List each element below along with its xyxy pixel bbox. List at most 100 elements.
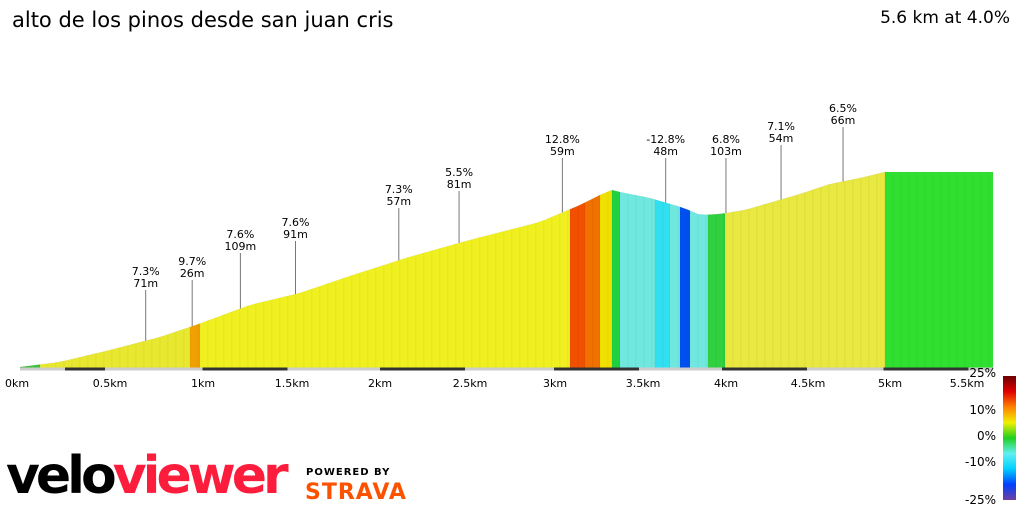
profile-segment: [127, 342, 137, 369]
profile-segment: [740, 208, 750, 369]
legend-tick-label: 10%: [969, 403, 996, 417]
profile-segment: [748, 206, 758, 369]
profile-segment: [455, 241, 465, 369]
profile-segment: [705, 214, 709, 369]
profile-segment: [956, 171, 966, 369]
profile-segment: [111, 347, 121, 369]
profile-segment: [788, 194, 798, 369]
annotation-grade: 7.3%: [132, 265, 160, 278]
profile-segment: [319, 283, 329, 369]
profile-segment: [884, 171, 894, 369]
profile-segment: [584, 198, 594, 369]
annotation-grade: 12.8%: [545, 133, 580, 146]
profile-segment: [804, 189, 814, 369]
profile-segment: [908, 171, 918, 369]
annotation-length: 26m: [180, 267, 205, 280]
profile-segment: [231, 308, 241, 369]
profile-segment: [197, 323, 201, 369]
profile-segment: [964, 171, 974, 369]
profile-segment: [868, 173, 878, 369]
annotation-length: 57m: [386, 195, 411, 208]
profile-segment: [103, 349, 113, 369]
profile-segment: [567, 208, 571, 369]
profile-segment: [654, 199, 664, 369]
profile-segment: [327, 280, 337, 369]
profile-segment: [343, 275, 353, 369]
logo-viewer: viewer: [112, 446, 289, 506]
profile-segment: [311, 285, 321, 369]
profile-segment: [988, 171, 994, 369]
profile-segment: [679, 206, 689, 369]
profile-segment: [599, 191, 609, 369]
annotation-grade: 6.8%: [712, 133, 740, 146]
profile-segment: [916, 171, 926, 369]
veloviewer-logo: veloviewer: [6, 450, 289, 502]
profile-segment: [844, 179, 854, 369]
legend-tick-label: 25%: [969, 366, 996, 380]
profile-segment: [167, 331, 177, 369]
profile-segment: [63, 358, 73, 369]
x-tick-label: 3.5km: [626, 377, 661, 390]
profile-segment: [415, 252, 425, 369]
profile-segment: [79, 354, 89, 369]
profile-segment: [463, 239, 473, 369]
profile-segment: [287, 293, 297, 369]
profile-segment: [543, 216, 553, 369]
x-tick-label: 0km: [5, 377, 29, 390]
profile-segment: [519, 224, 529, 369]
profile-segment: [479, 235, 489, 369]
profile-segment: [607, 189, 613, 369]
profile-segment: [980, 171, 990, 369]
profile-segment: [359, 269, 369, 369]
profile-segment: [511, 226, 521, 369]
profile-segment: [643, 196, 653, 369]
profile-segment: [828, 182, 838, 369]
annotation-length: 109m: [225, 240, 257, 253]
annotation-length: 71m: [133, 277, 158, 290]
profile-segment: [932, 171, 942, 369]
profile-segment: [487, 232, 497, 369]
profile-segment: [143, 338, 153, 369]
profile-segment: [263, 299, 273, 369]
profile-segment: [71, 356, 81, 369]
profile-segment: [407, 254, 417, 369]
profile-segment: [199, 320, 209, 369]
profile-segment: [651, 198, 656, 369]
profile-segment: [439, 245, 449, 369]
profile-segment: [772, 199, 782, 369]
annotation-length: 81m: [447, 178, 472, 191]
profile-segment: [852, 177, 862, 369]
profile-segment: [677, 205, 681, 369]
profile-segment: [55, 360, 65, 369]
profile-segment: [189, 323, 199, 369]
x-tick-label: 1km: [191, 377, 215, 390]
x-tick-label: 0.5km: [93, 377, 128, 390]
profile-segment: [627, 193, 637, 369]
profile-segment: [295, 291, 305, 369]
annotation-grade: 7.3%: [385, 183, 413, 196]
profile-segment: [223, 311, 233, 369]
annotation-grade: 9.7%: [178, 255, 206, 268]
profile-segment: [391, 259, 401, 369]
x-tick-label: 4km: [714, 377, 738, 390]
profile-segment: [900, 171, 910, 369]
profile-segment: [207, 317, 217, 369]
annotation-grade: 7.6%: [226, 228, 254, 241]
x-tick-label: 5.5km: [950, 377, 985, 390]
profile-segment: [569, 205, 579, 369]
profile-segment: [159, 333, 169, 369]
x-tick-label: 2.5km: [453, 377, 488, 390]
profile-segment: [383, 262, 393, 369]
annotation-length: 54m: [769, 132, 794, 145]
annotation-length: 103m: [710, 145, 742, 158]
profile-segment: [780, 196, 790, 369]
grade-legend-bar: [1003, 376, 1016, 500]
x-tick-label: 5km: [878, 377, 902, 390]
profile-segment: [375, 264, 385, 369]
profile-segment: [669, 203, 679, 369]
profile-segment: [271, 297, 281, 369]
profile-segment: [551, 213, 561, 369]
profile-segment: [423, 250, 433, 369]
profile-segment: [503, 228, 513, 369]
